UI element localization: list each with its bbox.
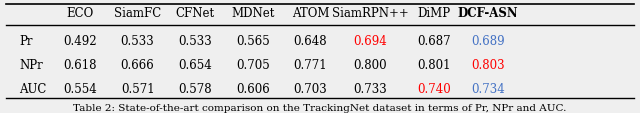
Text: 0.571: 0.571 [121, 82, 154, 95]
Text: 0.734: 0.734 [471, 82, 504, 95]
Text: 0.733: 0.733 [353, 82, 387, 95]
Text: 0.565: 0.565 [236, 35, 269, 48]
Text: 0.801: 0.801 [417, 59, 451, 71]
Text: 0.705: 0.705 [236, 59, 269, 71]
Text: SiamFC: SiamFC [114, 7, 161, 20]
Text: Table 2: State-of-the-art comparison on the TrackingNet dataset in terms of Pr, : Table 2: State-of-the-art comparison on … [74, 103, 566, 112]
Text: 0.666: 0.666 [121, 59, 154, 71]
Text: MDNet: MDNet [231, 7, 275, 20]
Text: 0.606: 0.606 [236, 82, 269, 95]
Text: AUC: AUC [19, 82, 47, 95]
Text: 0.618: 0.618 [63, 59, 97, 71]
Text: ATOM: ATOM [292, 7, 329, 20]
Text: 0.803: 0.803 [471, 59, 504, 71]
Text: 0.654: 0.654 [179, 59, 212, 71]
Text: 0.533: 0.533 [179, 35, 212, 48]
Text: ECO: ECO [67, 7, 93, 20]
Text: DCF-ASN: DCF-ASN [458, 7, 518, 20]
Text: Pr: Pr [19, 35, 33, 48]
Text: 0.740: 0.740 [417, 82, 451, 95]
Text: DiMP: DiMP [417, 7, 451, 20]
Text: 0.800: 0.800 [353, 59, 387, 71]
Text: NPr: NPr [19, 59, 43, 71]
Text: 0.554: 0.554 [63, 82, 97, 95]
Text: 0.648: 0.648 [294, 35, 327, 48]
Text: 0.578: 0.578 [179, 82, 212, 95]
Text: 0.694: 0.694 [353, 35, 387, 48]
Text: 0.689: 0.689 [471, 35, 504, 48]
Text: 0.687: 0.687 [417, 35, 451, 48]
Text: 0.703: 0.703 [294, 82, 327, 95]
Text: 0.771: 0.771 [294, 59, 327, 71]
Text: SiamRPN++: SiamRPN++ [332, 7, 408, 20]
Text: 0.533: 0.533 [121, 35, 154, 48]
Text: CFNet: CFNet [175, 7, 215, 20]
Text: 0.492: 0.492 [63, 35, 97, 48]
